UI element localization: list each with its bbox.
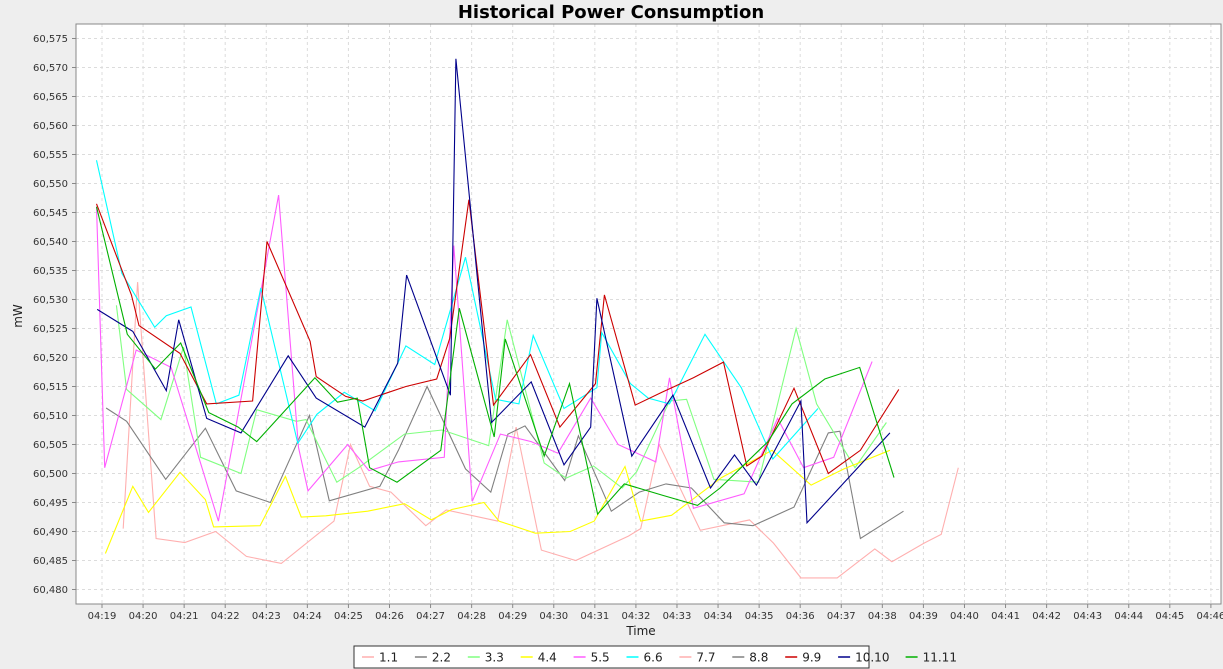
x-tick-label: 04:29	[498, 611, 527, 622]
grid	[76, 24, 1221, 604]
y-tick-label: 60,570	[33, 63, 68, 74]
plot-area	[76, 24, 1221, 604]
x-tick-label: 04:35	[745, 611, 774, 622]
x-tick-label: 04:42	[1032, 611, 1061, 622]
x-tick-label: 04:45	[1155, 611, 1184, 622]
legend-label: 1.1	[379, 651, 398, 665]
x-tick-label: 04:26	[375, 611, 404, 622]
x-tick-label: 04:31	[580, 611, 609, 622]
chart-title: Historical Power Consumption	[458, 2, 764, 23]
x-tick-label: 04:24	[293, 611, 322, 622]
x-tick-label: 04:25	[334, 611, 363, 622]
series-line-4.4	[104, 449, 891, 554]
y-tick-label: 60,575	[33, 34, 68, 45]
series-line-1.1	[122, 282, 959, 579]
x-tick-label: 04:19	[88, 611, 117, 622]
x-tick-label: 04:21	[170, 611, 199, 622]
series-line-10.10	[96, 58, 891, 525]
x-tick-label: 04:23	[252, 611, 281, 622]
legend-label: 3.3	[485, 651, 504, 665]
series-line-5.5	[95, 195, 873, 522]
y-tick-label: 60,535	[33, 266, 68, 277]
series-line-9.9	[95, 199, 900, 475]
x-tick-label: 04:28	[457, 611, 486, 622]
legend-label: 8.8	[749, 651, 768, 665]
legend-label: 7.7	[696, 651, 715, 665]
x-tick-label: 04:40	[950, 611, 979, 622]
x-tick-label: 04:43	[1073, 611, 1102, 622]
y-tick-label: 60,515	[33, 382, 68, 393]
x-tick-label: 04:20	[129, 611, 158, 622]
y-tick-label: 60,510	[33, 411, 68, 422]
y-tick-label: 60,485	[33, 556, 68, 567]
series-lines	[95, 58, 959, 579]
y-tick-label: 60,550	[33, 179, 68, 190]
x-tick-label: 04:44	[1114, 611, 1143, 622]
legend-label: 9.9	[802, 651, 821, 665]
x-tick-label: 04:30	[539, 611, 568, 622]
x-tick-label: 04:34	[704, 611, 733, 622]
legend: 1.1 2.2 3.3 4.4 5.5 6.6 7.7 8.8 9.9 10.10 11.11	[353, 645, 957, 669]
series-line-3.3	[115, 305, 887, 489]
y-tick-label: 60,500	[33, 469, 68, 480]
legend-box	[353, 645, 870, 669]
x-tick-label: 04:39	[909, 611, 938, 622]
y-tick-label: 60,495	[33, 498, 68, 509]
y-tick-label: 60,555	[33, 150, 68, 161]
y-tick-label: 60,565	[33, 92, 68, 103]
legend-label: 5.5	[591, 651, 610, 665]
series-line-2.2	[105, 385, 904, 540]
series-line-6.6	[95, 160, 819, 461]
legend-label: 2.2	[432, 651, 451, 665]
x-tick-label: 04:36	[786, 611, 815, 622]
y-axis-label: mW	[11, 304, 25, 328]
x-tick-label: 04:27	[416, 611, 445, 622]
legend-label: 6.6	[644, 651, 663, 665]
x-tick-label: 04:22	[211, 611, 240, 622]
series-line-11.11	[95, 206, 895, 516]
legend-label: 4.4	[538, 651, 557, 665]
y-tick-label: 60,540	[33, 237, 68, 248]
x-tick-label: 04:38	[868, 611, 897, 622]
x-tick-label: 04:46	[1196, 611, 1223, 622]
y-tick-label: 60,545	[33, 208, 68, 219]
legend-label: 10.10	[855, 651, 889, 665]
y-tick-label: 60,560	[33, 121, 68, 132]
y-tick-label: 60,520	[33, 353, 68, 364]
y-tick-label: 60,530	[33, 295, 68, 306]
x-axis-label: Time	[625, 624, 655, 638]
x-tick-label: 04:41	[991, 611, 1020, 622]
y-axis-ticks: 60,480 60,485 60,490 60,495 60,500 60,505 60,5…	[33, 34, 76, 596]
y-tick-label: 60,505	[33, 440, 68, 451]
y-tick-label: 60,480	[33, 585, 68, 596]
y-tick-label: 60,525	[33, 324, 68, 335]
x-tick-label: 04:37	[827, 611, 856, 622]
legend-label: 11.11	[923, 651, 957, 665]
y-tick-label: 60,490	[33, 527, 68, 538]
x-tick-label: 04:32	[621, 611, 650, 622]
plot-border	[75, 23, 1222, 605]
x-tick-label: 04:33	[663, 611, 692, 622]
x-axis-ticks: 04:19 04:20 04:21 04:22 04:23 04:24 04:25 04:26…	[88, 604, 1223, 622]
